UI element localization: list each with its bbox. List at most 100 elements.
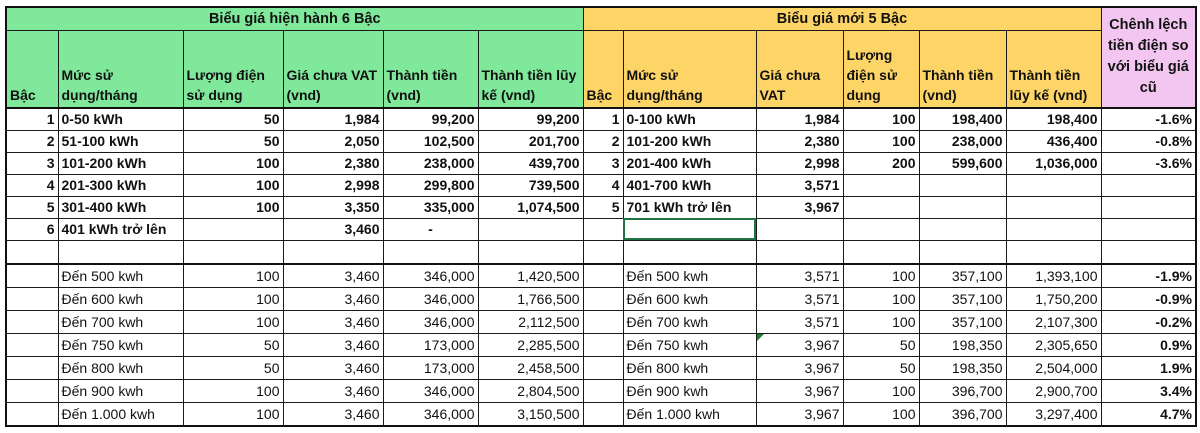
new-cumulative-cell[interactable]: 1,036,000	[1005, 151, 1102, 175]
new-amount-cell[interactable]	[918, 173, 1007, 197]
new-qty-cell[interactable]	[842, 217, 920, 241]
old-qty-cell[interactable]: 100	[182, 262, 284, 288]
old-range-cell[interactable]: 101-200 kWh	[57, 151, 184, 175]
new-range-cell[interactable]: 401-700 kWh	[622, 173, 757, 197]
new-tier-cell[interactable]: 1	[582, 106, 624, 131]
old-tier-cell[interactable]: 5	[5, 195, 59, 219]
old-price-cell[interactable]: 3,460	[282, 332, 384, 357]
new-header-price[interactable]: Giá chưa VAT	[755, 30, 844, 108]
old-price-cell[interactable]: 3,460	[282, 262, 384, 288]
new-cumulative-cell[interactable]: 2,900,700	[1005, 378, 1102, 403]
new-price-cell[interactable]: 1,984	[755, 106, 844, 131]
old-price-cell[interactable]: 3,460	[282, 401, 384, 426]
old-range-cell[interactable]: Đến 750 kwh	[57, 332, 184, 357]
old-price-cell[interactable]: 1,984	[282, 106, 384, 131]
old-tier-cell[interactable]: 1	[5, 106, 59, 131]
new-price-cell[interactable]: 3,967	[755, 401, 844, 426]
new-range-cell[interactable]: Đến 600 kwh	[622, 286, 757, 311]
new-cumulative-cell[interactable]	[1005, 195, 1102, 219]
selected-cell[interactable]	[622, 217, 757, 241]
old-amount-cell[interactable]: 335,000	[382, 195, 479, 219]
old-cumulative-cell[interactable]: 739,500	[477, 173, 584, 197]
new-amount-cell[interactable]: 198,350	[918, 332, 1007, 357]
new-amount-cell[interactable]: 396,700	[918, 378, 1007, 403]
new-range-cell[interactable]: 201-400 kWh	[622, 151, 757, 175]
new-tier-cell[interactable]	[582, 217, 624, 241]
new-cumulative-cell[interactable]: 2,504,000	[1005, 355, 1102, 380]
cell[interactable]	[57, 239, 184, 264]
old-amount-cell[interactable]: 346,000	[382, 262, 479, 288]
old-cumulative-cell[interactable]: 2,458,500	[477, 355, 584, 380]
old-qty-cell[interactable]: 100	[182, 195, 284, 219]
new-qty-cell[interactable]: 100	[842, 378, 920, 403]
new-qty-cell[interactable]: 100	[842, 286, 920, 311]
new-price-cell[interactable]: 3,571	[755, 262, 844, 288]
new-range-cell[interactable]: Đến 750 kwh	[622, 332, 757, 357]
cell[interactable]	[477, 239, 584, 264]
new-header-amount[interactable]: Thành tiền (vnd)	[918, 30, 1007, 108]
new-amount-cell[interactable]	[918, 195, 1007, 219]
new-cumulative-cell[interactable]: 2,305,650	[1005, 332, 1102, 357]
new-range-cell[interactable]: 701 kWh trở lên	[622, 195, 757, 219]
new-range-cell[interactable]: 101-200 kWh	[622, 129, 757, 153]
new-amount-cell[interactable]: 198,400	[918, 106, 1007, 131]
new-qty-cell[interactable]: 50	[842, 355, 920, 380]
old-range-cell[interactable]: Đến 600 kwh	[57, 286, 184, 311]
difference-header[interactable]: Chênh lệch tiền điện so với biểu giá cũ	[1100, 6, 1197, 108]
old-cumulative-cell[interactable]: 2,112,500	[477, 309, 584, 334]
old-cumulative-cell[interactable]: 1,420,500	[477, 262, 584, 288]
old-amount-cell[interactable]: 173,000	[382, 355, 479, 380]
cell[interactable]	[582, 239, 624, 264]
new-range-cell[interactable]: Đến 1.000 kwh	[622, 401, 757, 426]
new-header-range[interactable]: Mức sử dụng/tháng	[622, 30, 757, 108]
new-header-tier[interactable]: Bậc	[582, 30, 624, 108]
old-cumulative-cell[interactable]: 439,700	[477, 151, 584, 175]
new-qty-cell[interactable]: 100	[842, 129, 920, 153]
new-price-cell[interactable]: 3,967	[755, 332, 844, 357]
new-qty-cell[interactable]: 100	[842, 106, 920, 131]
new-amount-cell[interactable]: 198,350	[918, 355, 1007, 380]
old-price-cell[interactable]: 3,460	[282, 217, 384, 241]
old-range-cell[interactable]: Đến 900 kwh	[57, 378, 184, 403]
new-price-cell[interactable]: 3,967	[755, 355, 844, 380]
new-range-cell[interactable]: Đến 900 kwh	[622, 378, 757, 403]
new-price-cell[interactable]: 3,967	[755, 195, 844, 219]
old-tier-cell[interactable]	[5, 378, 59, 403]
new-qty-cell[interactable]: 50	[842, 332, 920, 357]
old-tier-cell[interactable]	[5, 401, 59, 426]
old-price-cell[interactable]: 3,460	[282, 378, 384, 403]
old-amount-cell[interactable]: 346,000	[382, 286, 479, 311]
cell[interactable]	[1005, 239, 1102, 264]
new-price-cell[interactable]	[755, 217, 844, 241]
difference-cell[interactable]: 0.9%	[1100, 332, 1197, 357]
old-amount-cell[interactable]: 173,000	[382, 332, 479, 357]
new-cumulative-cell[interactable]	[1005, 217, 1102, 241]
new-cumulative-cell[interactable]: 436,400	[1005, 129, 1102, 153]
old-cumulative-cell[interactable]: 1,766,500	[477, 286, 584, 311]
old-range-cell[interactable]: 401 kWh trở lên	[57, 217, 184, 241]
new-tariff-title[interactable]: Biểu giá mới 5 Bậc	[582, 6, 1102, 31]
old-cumulative-cell[interactable]: 201,700	[477, 129, 584, 153]
old-header-price[interactable]: Giá chưa VAT (vnd)	[282, 30, 384, 108]
new-range-cell[interactable]: Đến 500 kwh	[622, 262, 757, 288]
old-amount-cell[interactable]: 346,000	[382, 309, 479, 334]
old-tier-cell[interactable]	[5, 286, 59, 311]
old-tier-cell[interactable]	[5, 355, 59, 380]
old-qty-cell[interactable]: 50	[182, 106, 284, 131]
old-qty-cell[interactable]: 50	[182, 355, 284, 380]
old-tier-cell[interactable]: 6	[5, 217, 59, 241]
old-amount-cell[interactable]: 346,000	[382, 401, 479, 426]
old-amount-cell[interactable]: 299,800	[382, 173, 479, 197]
cell[interactable]	[1100, 239, 1197, 264]
new-cumulative-cell[interactable]: 198,400	[1005, 106, 1102, 131]
old-range-cell[interactable]: 201-300 kWh	[57, 173, 184, 197]
old-price-cell[interactable]: 3,350	[282, 195, 384, 219]
old-cumulative-cell[interactable]	[477, 217, 584, 241]
old-header-tier[interactable]: Bậc	[5, 30, 59, 108]
cell[interactable]	[622, 239, 757, 264]
new-tier-cell[interactable]	[582, 401, 624, 426]
new-range-cell[interactable]: Đến 800 kwh	[622, 355, 757, 380]
old-qty-cell[interactable]: 100	[182, 309, 284, 334]
difference-cell[interactable]	[1100, 217, 1197, 241]
difference-cell[interactable]: -0.2%	[1100, 309, 1197, 334]
